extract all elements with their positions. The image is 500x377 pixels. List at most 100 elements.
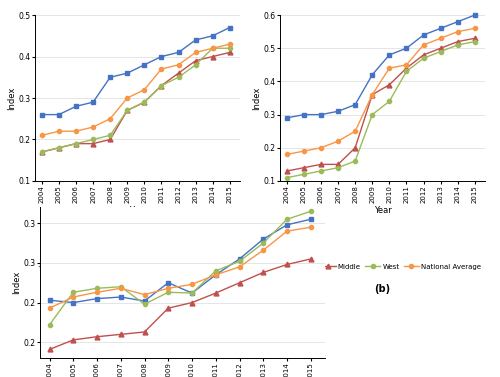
Middle <box>335 162 341 167</box>
National Average <box>420 43 426 47</box>
East <box>369 72 375 77</box>
Middle <box>56 146 62 150</box>
West <box>46 323 52 327</box>
West <box>213 268 219 273</box>
Middle <box>284 169 290 173</box>
East <box>472 13 478 17</box>
National Average <box>124 96 130 100</box>
Middle <box>213 291 219 295</box>
X-axis label: Year: Year <box>128 206 146 215</box>
National Average <box>118 286 124 291</box>
National Average <box>386 66 392 70</box>
Line: Middle: Middle <box>47 256 313 352</box>
East <box>438 26 444 31</box>
Line: East: East <box>47 217 313 305</box>
National Average <box>189 282 195 287</box>
West <box>335 166 341 170</box>
East <box>124 71 130 75</box>
East <box>301 112 307 117</box>
National Average <box>438 36 444 41</box>
East <box>318 112 324 117</box>
Middle <box>90 141 96 146</box>
National Average <box>158 67 164 71</box>
Line: East: East <box>40 25 232 117</box>
National Average <box>46 306 52 310</box>
West <box>236 259 242 264</box>
Middle <box>301 166 307 170</box>
Y-axis label: Index: Index <box>252 86 261 110</box>
Middle <box>318 162 324 167</box>
Line: West: West <box>40 46 232 154</box>
National Average <box>192 50 198 55</box>
National Average <box>94 290 100 294</box>
East <box>210 34 216 38</box>
National Average <box>369 92 375 97</box>
East <box>213 273 219 277</box>
Middle <box>369 92 375 97</box>
Middle <box>142 330 148 334</box>
Middle <box>46 347 52 352</box>
Middle <box>472 36 478 41</box>
National Average <box>236 265 242 269</box>
Legend: East, Middle, West, National Average: East, Middle, West, National Average <box>36 261 239 272</box>
East <box>335 109 341 113</box>
Middle <box>227 50 233 55</box>
East <box>352 103 358 107</box>
East <box>404 46 409 51</box>
West <box>284 175 290 180</box>
Y-axis label: Index: Index <box>7 86 16 110</box>
East <box>94 296 100 301</box>
Middle <box>454 39 460 44</box>
Line: West: West <box>285 40 477 180</box>
Line: East: East <box>284 13 477 120</box>
Middle <box>73 141 79 146</box>
East <box>165 280 171 285</box>
Middle <box>236 280 242 285</box>
X-axis label: Year: Year <box>374 206 392 215</box>
West <box>192 63 198 67</box>
Middle <box>260 270 266 275</box>
Middle <box>39 150 45 154</box>
West <box>284 217 290 222</box>
West <box>124 108 130 113</box>
West <box>118 285 124 289</box>
Middle <box>404 66 409 70</box>
Middle <box>352 146 358 150</box>
West <box>165 290 171 294</box>
East <box>176 50 182 55</box>
Middle <box>189 300 195 305</box>
Legend: East, Middle, West, National Average: East, Middle, West, National Average <box>281 261 484 272</box>
West <box>70 290 76 294</box>
National Average <box>284 152 290 157</box>
National Average <box>227 42 233 46</box>
East <box>308 217 314 222</box>
West <box>210 46 216 51</box>
National Average <box>142 87 148 92</box>
East <box>56 112 62 117</box>
National Average <box>404 63 409 67</box>
Line: National Average: National Average <box>285 26 477 156</box>
Middle <box>124 108 130 113</box>
Text: (a): (a) <box>130 284 145 294</box>
East <box>454 20 460 24</box>
East <box>284 116 290 120</box>
Line: West: West <box>48 209 313 327</box>
West <box>260 241 266 245</box>
National Average <box>90 125 96 129</box>
National Average <box>176 63 182 67</box>
National Average <box>260 248 266 253</box>
National Average <box>472 26 478 31</box>
National Average <box>107 116 113 121</box>
East <box>107 75 113 80</box>
National Average <box>301 149 307 153</box>
National Average <box>352 129 358 133</box>
Middle <box>142 100 148 104</box>
Middle <box>107 137 113 142</box>
West <box>227 46 233 51</box>
West <box>301 172 307 176</box>
National Average <box>210 46 216 51</box>
West <box>369 112 375 117</box>
East <box>192 38 198 42</box>
West <box>472 39 478 44</box>
East <box>284 222 290 227</box>
